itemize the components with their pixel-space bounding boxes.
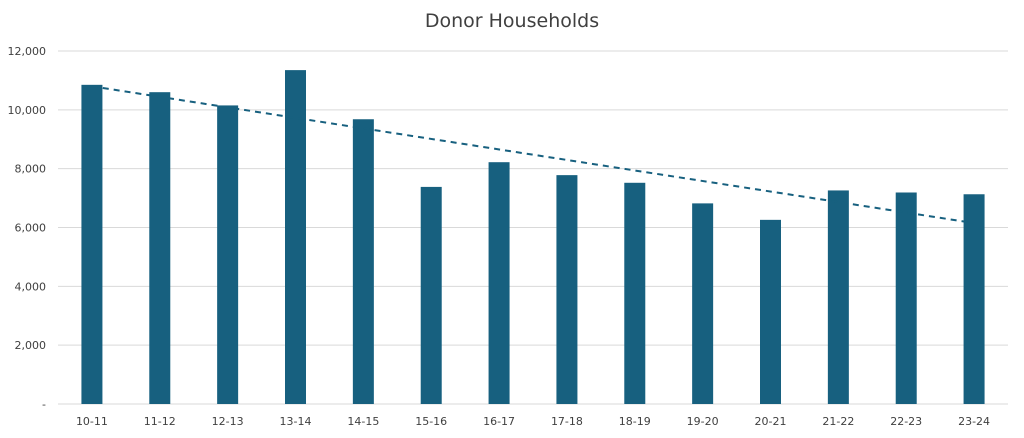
bar: [760, 219, 781, 404]
bar: [217, 105, 239, 404]
x-tick-label: 11-12: [144, 415, 176, 428]
x-tick-label: 12-13: [212, 415, 244, 428]
y-tick-label: -: [42, 398, 46, 411]
x-tick-label: 14-15: [347, 415, 379, 428]
bar: [488, 162, 510, 404]
y-tick-label: 6,000: [15, 222, 47, 235]
trendline: [91, 85, 975, 225]
bar: [827, 190, 849, 404]
x-tick-label: 16-17: [483, 415, 515, 428]
bar: [149, 92, 171, 404]
bar: [963, 194, 985, 404]
bar: [692, 203, 714, 404]
y-tick-label: 4,000: [15, 280, 47, 293]
x-tick-label: 10-11: [76, 415, 108, 428]
bar: [895, 192, 917, 404]
x-tick-label: 15-16: [415, 415, 447, 428]
y-tick-label: 2,000: [15, 339, 47, 352]
bars: [81, 70, 985, 405]
x-tick-label: 19-20: [687, 415, 719, 428]
trendline-layer: [91, 85, 975, 225]
chart-title: Donor Households: [424, 10, 600, 32]
x-tick-label: 22-23: [890, 415, 922, 428]
x-axis-ticks: 10-11 11-12 12-13 13-14 14-15 15-16 16-17 17-18…: [76, 415, 990, 428]
x-tick-label: 23-24: [958, 415, 990, 428]
x-tick-label: 17-18: [551, 415, 583, 428]
y-tick-label: 10,000: [8, 104, 47, 117]
y-tick-label: 12,000: [8, 45, 47, 58]
x-tick-label: 20-21: [755, 415, 787, 428]
y-tick-label: 8,000: [15, 163, 47, 176]
bar: [556, 175, 578, 404]
bar: [420, 186, 442, 404]
bar: [285, 70, 306, 404]
y-axis-ticks: - 2,000 4,000 6,000 8,000 10,000 12,000: [8, 45, 47, 411]
bar: [352, 119, 374, 404]
x-tick-label: 21-22: [822, 415, 854, 428]
x-tick-label: 18-19: [619, 415, 651, 428]
gridlines: [58, 50, 1008, 405]
bar: [81, 84, 103, 405]
x-tick-label: 13-14: [280, 415, 312, 428]
bar: [624, 182, 646, 404]
